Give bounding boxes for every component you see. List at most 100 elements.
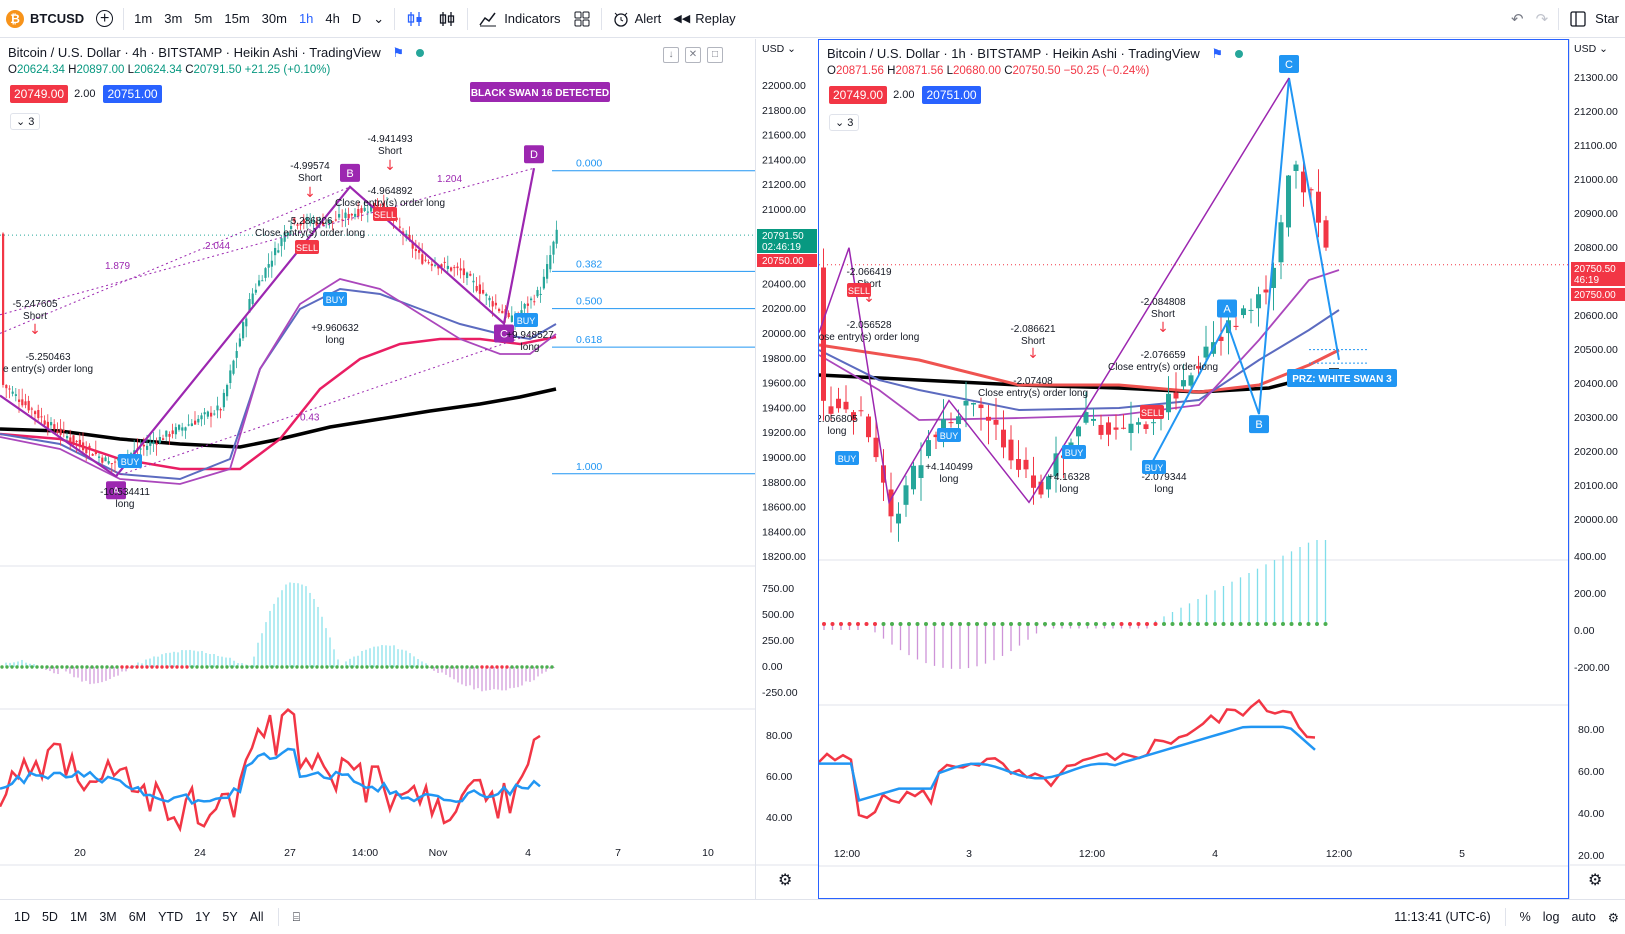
range-1m[interactable]: 1M bbox=[69, 910, 88, 924]
oscillator-dot bbox=[365, 665, 369, 669]
oscillator-dot bbox=[1170, 622, 1175, 626]
signal-badge bbox=[118, 454, 142, 468]
fullscreen-layout-button[interactable]: Star bbox=[1563, 0, 1625, 38]
strategy-annotation-type: Short bbox=[23, 311, 47, 322]
oscillator-dot bbox=[856, 622, 860, 626]
price-tick-label: 21400.00 bbox=[762, 154, 806, 166]
date-range-button[interactable]: ⌸ bbox=[287, 910, 307, 925]
auto-toggle[interactable]: auto bbox=[1571, 910, 1596, 924]
signal-label: BUY bbox=[1065, 448, 1084, 458]
left-chart-pane[interactable]: Bitcoin / U.S. Dollar · 4h · BITSTAMP · … bbox=[0, 39, 755, 899]
undo-button[interactable]: ↶ bbox=[1505, 0, 1530, 38]
candle-body bbox=[1106, 422, 1111, 435]
candle-body bbox=[158, 437, 161, 443]
left-indicators-toggle[interactable]: ⌄ 3 bbox=[10, 113, 41, 130]
close-pane-button[interactable]: ✕ bbox=[685, 47, 701, 63]
right-chart-pane[interactable]: Bitcoin / U.S. Dollar · 1h · BITSTAMP · … bbox=[818, 39, 1569, 899]
interval-dropdown[interactable]: ⌄ bbox=[367, 0, 390, 38]
candle-body bbox=[507, 312, 510, 318]
candle-body bbox=[430, 263, 433, 266]
oscillator-dot bbox=[375, 665, 379, 669]
candle-body bbox=[475, 285, 478, 291]
right-ohlc-h-label: H bbox=[887, 65, 896, 77]
start-label: Star bbox=[1595, 11, 1619, 26]
candle-body bbox=[1008, 439, 1014, 461]
log-toggle[interactable]: log bbox=[1542, 910, 1560, 924]
strategy-annotation-type: Short bbox=[1021, 336, 1045, 347]
layout-button[interactable] bbox=[567, 0, 597, 38]
candle-body bbox=[1038, 481, 1044, 495]
range-6m[interactable]: 6M bbox=[128, 910, 147, 924]
interval-3m[interactable]: 3m bbox=[164, 11, 183, 26]
left-buy-price[interactable]: 20751.00 bbox=[103, 85, 162, 103]
range-ytd[interactable]: YTD bbox=[158, 910, 184, 924]
clock-timezone[interactable]: 11:13:41 (UTC-6) bbox=[1394, 910, 1491, 924]
fib-level-label: 1.000 bbox=[576, 461, 602, 473]
candle-body bbox=[296, 224, 299, 226]
candle-body bbox=[398, 226, 401, 228]
range-1y[interactable]: 1Y bbox=[195, 910, 211, 924]
alert-button[interactable]: Alert bbox=[606, 0, 668, 38]
left-price-axis[interactable]: USD ⌄ 22000.00 21800.00 21600.00 21400.00 212… bbox=[755, 39, 818, 899]
right-buy-price[interactable]: 20751.00 bbox=[922, 86, 981, 104]
maximize-pane-button[interactable]: □ bbox=[707, 47, 723, 63]
oscillator-dot bbox=[1315, 622, 1319, 626]
harmonic-point-badge bbox=[494, 324, 514, 343]
candle-body bbox=[408, 234, 411, 240]
symbol-search[interactable]: ₿ BTCUSD bbox=[0, 0, 90, 38]
left-ohlc-c: 20791.50 bbox=[193, 64, 242, 76]
candle-body bbox=[264, 268, 267, 278]
interval-4h[interactable]: 4h bbox=[325, 11, 340, 26]
signal-badge bbox=[1140, 405, 1164, 419]
candle-body bbox=[133, 450, 136, 454]
left-sell-price[interactable]: 20749.00 bbox=[10, 85, 69, 103]
settings-button[interactable]: ⚙ bbox=[1602, 910, 1625, 925]
candle-body bbox=[206, 411, 209, 417]
range-all[interactable]: All bbox=[249, 910, 264, 924]
oscillator-dot bbox=[370, 665, 374, 669]
candle-body bbox=[82, 442, 85, 451]
right-price-axis[interactable]: USD ⌄ 21300.00 21200.00 21100.00 21000.00 209… bbox=[1569, 39, 1625, 899]
scroll-down-button[interactable]: ↓ bbox=[663, 47, 679, 63]
replay-button[interactable]: ◀◀ Replay bbox=[667, 0, 741, 38]
oscillator-dot bbox=[515, 665, 519, 669]
range-3m[interactable]: 3M bbox=[99, 910, 117, 924]
percent-toggle[interactable]: % bbox=[1519, 910, 1531, 924]
alarm-clock-icon bbox=[613, 12, 628, 27]
candle-body bbox=[315, 221, 318, 226]
oscillator-dot bbox=[200, 665, 204, 669]
candle-body bbox=[75, 441, 78, 443]
compare-add-button[interactable]: + bbox=[90, 0, 119, 38]
candle-body bbox=[142, 444, 145, 447]
rsi-fast-line bbox=[0, 708, 541, 833]
interval-30m[interactable]: 30m bbox=[261, 11, 287, 26]
candle-body bbox=[21, 399, 24, 406]
oscillator-dot bbox=[5, 665, 9, 669]
range-1d[interactable]: 1D bbox=[14, 910, 30, 924]
interval-d[interactable]: D bbox=[351, 11, 362, 26]
left-ohlc-o-label: O bbox=[8, 64, 17, 76]
candle-body bbox=[37, 409, 40, 419]
right-sell-price[interactable]: 20749.00 bbox=[829, 86, 888, 104]
interval-5m[interactable]: 5m bbox=[194, 11, 213, 26]
right-indicators-toggle[interactable]: ⌄ 3 bbox=[829, 114, 860, 131]
signal-label: SELL bbox=[848, 286, 870, 296]
interval-1m[interactable]: 1m bbox=[134, 11, 153, 26]
harmonic-pattern-line bbox=[1148, 77, 1340, 469]
candle-body bbox=[238, 338, 241, 347]
candle-body bbox=[213, 413, 216, 415]
candle-body bbox=[261, 280, 264, 282]
chart-type-button[interactable] bbox=[431, 0, 463, 38]
candle-body bbox=[421, 254, 424, 264]
interval-15m[interactable]: 15m bbox=[224, 11, 250, 26]
candle-body bbox=[62, 429, 65, 431]
range-5y[interactable]: 5Y bbox=[222, 910, 238, 924]
redo-button[interactable]: ↷ bbox=[1530, 0, 1555, 38]
candle-body bbox=[1256, 294, 1261, 309]
interval-1h[interactable]: 1h bbox=[298, 11, 314, 26]
candle-body bbox=[440, 264, 443, 267]
indicators-button[interactable]: Indicators bbox=[472, 0, 566, 38]
candle-body bbox=[309, 221, 312, 224]
bar-style-button[interactable] bbox=[399, 0, 431, 38]
range-5d[interactable]: 5D bbox=[41, 910, 58, 924]
